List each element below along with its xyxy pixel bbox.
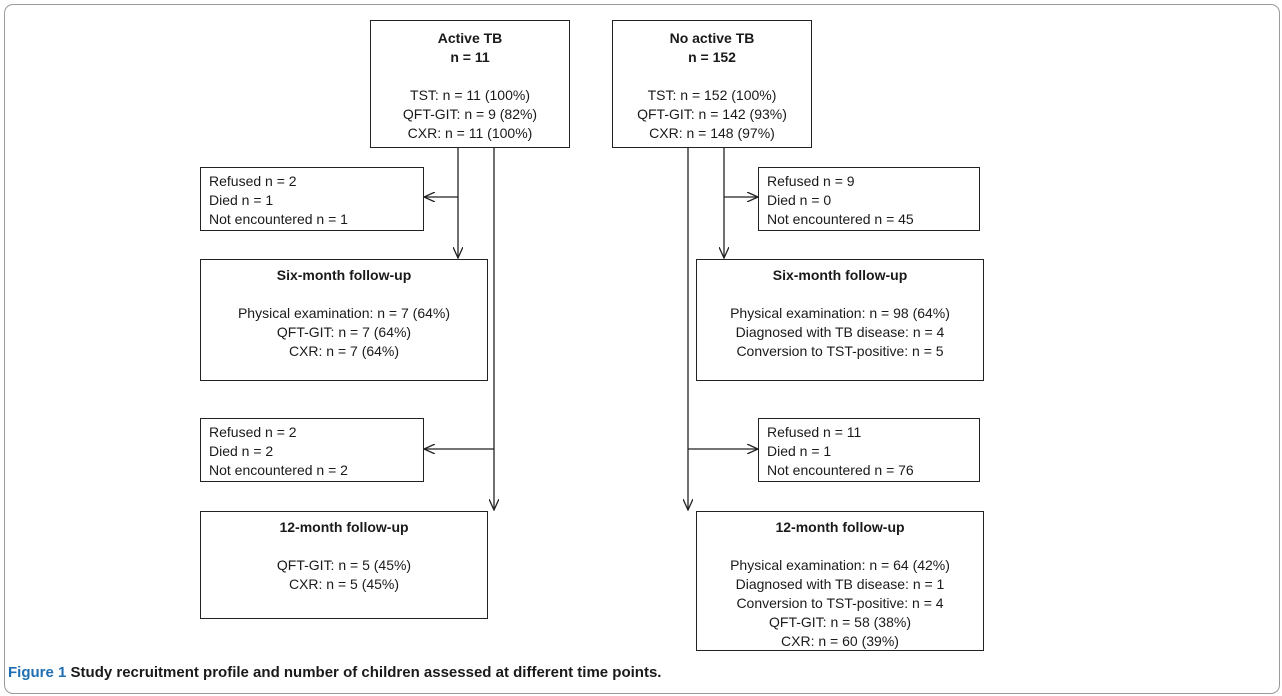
twelve-month-line: Conversion to TST-positive: n = 4 (736, 595, 944, 611)
loss-line: Not encountered n = 45 (767, 211, 914, 227)
loss-line: Died n = 2 (209, 443, 274, 459)
six-month-line: Conversion to TST-positive: n = 5 (736, 343, 944, 359)
no-active-tb-title: No active TB (669, 30, 755, 46)
figure-label: Figure 1 (8, 664, 67, 681)
six-month-title: Six-month follow-up (772, 267, 908, 283)
twelve-month-line: Physical examination: n = 64 (42%) (730, 557, 950, 573)
twelve-month-line: CXR: n = 5 (45%) (288, 576, 400, 592)
no-active-tb-line: TST: n = 152 (100%) (647, 87, 777, 103)
twelve-month-title: 12-month follow-up (775, 519, 905, 535)
twelve-month-line: CXR: n = 60 (39%) (781, 633, 899, 649)
loss-line: Refused n = 9 (767, 173, 855, 189)
loss-line: Not encountered n = 2 (209, 462, 348, 478)
no-active-six-month-box: Six-month follow-up Physical examination… (696, 259, 984, 381)
active-loss6-box: Refused n = 2 Died n = 1 Not encountered… (200, 167, 424, 231)
active-tb-box: Active TB n = 11 TST: n = 11 (100%) QFT-… (370, 20, 570, 148)
twelve-month-line: Diagnosed with TB disease: n = 1 (735, 576, 945, 592)
six-month-line: Diagnosed with TB disease: n = 4 (735, 324, 945, 340)
active-six-month-box: Six-month follow-up Physical examination… (200, 259, 488, 381)
no-active-tb-box: No active TB n = 152 TST: n = 152 (100%)… (612, 20, 812, 148)
twelve-month-line: QFT-GIT: n = 58 (38%) (769, 614, 911, 630)
figure-caption: Figure 1 Study recruitment profile and n… (8, 664, 661, 681)
six-month-line: QFT-GIT: n = 7 (64%) (276, 324, 412, 340)
loss-line: Refused n = 2 (209, 424, 297, 440)
no-active-tb-count: n = 152 (688, 49, 736, 65)
active-tb-line: CXR: n = 11 (100%) (407, 125, 533, 141)
no-active-tb-line: QFT-GIT: n = 142 (93%) (637, 106, 787, 122)
active-tb-title: Active TB (437, 30, 503, 46)
active-tb-count: n = 11 (450, 49, 490, 65)
loss-line: Not encountered n = 76 (767, 462, 914, 478)
active-tb-line: QFT-GIT: n = 9 (82%) (402, 106, 538, 122)
loss-line: Died n = 1 (767, 443, 832, 459)
six-month-title: Six-month follow-up (276, 267, 412, 283)
twelve-month-title: 12-month follow-up (279, 519, 409, 535)
twelve-month-line: QFT-GIT: n = 5 (45%) (276, 557, 412, 573)
no-active-loss12-box: Refused n = 11 Died n = 1 Not encountere… (758, 418, 980, 482)
loss-line: Refused n = 11 (767, 424, 862, 440)
no-active-loss6-box: Refused n = 9 Died n = 0 Not encountered… (758, 167, 980, 231)
six-month-line: CXR: n = 7 (64%) (288, 343, 400, 359)
active-twelve-month-box: 12-month follow-up QFT-GIT: n = 5 (45%) … (200, 511, 488, 619)
loss-line: Died n = 0 (767, 192, 832, 208)
figure-caption-text: Study recruitment profile and number of … (70, 664, 662, 681)
loss-line: Refused n = 2 (209, 173, 297, 189)
six-month-line: Physical examination: n = 7 (64%) (237, 305, 451, 321)
active-tb-line: TST: n = 11 (100%) (410, 87, 530, 103)
no-active-tb-line: CXR: n = 148 (97%) (649, 125, 775, 141)
no-active-twelve-month-box: 12-month follow-up Physical examination:… (696, 511, 984, 651)
loss-line: Not encountered n = 1 (209, 211, 348, 227)
loss-line: Died n = 1 (209, 192, 274, 208)
active-loss12-box: Refused n = 2 Died n = 2 Not encountered… (200, 418, 424, 482)
six-month-line: Physical examination: n = 98 (64%) (730, 305, 950, 321)
